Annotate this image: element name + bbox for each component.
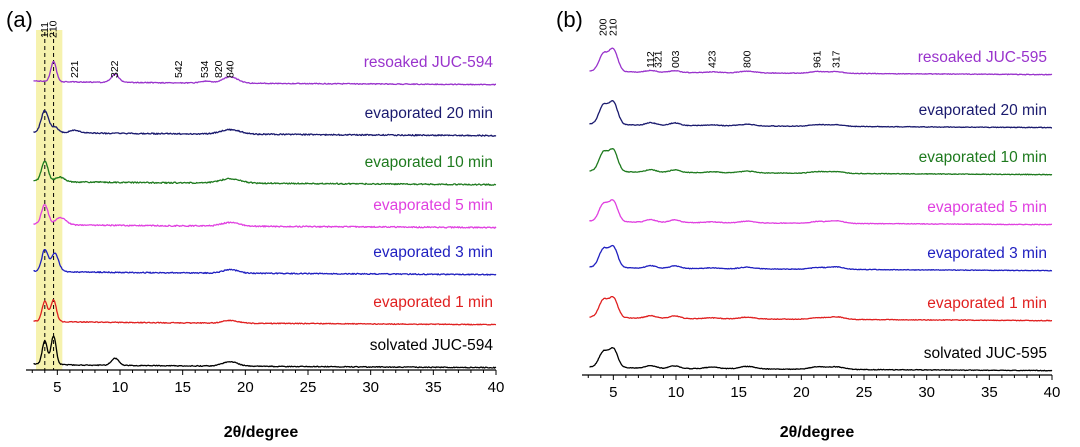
x-tick-label: 5 — [609, 384, 617, 401]
peak-label: 221 — [69, 60, 81, 78]
peak-label: 534 — [199, 60, 211, 78]
x-tick-label: 10 — [668, 384, 685, 401]
series-label: evaporated 3 min — [373, 244, 493, 261]
series-trace — [589, 295, 1053, 322]
series-trace — [589, 100, 1052, 129]
peak-label: 210 — [48, 20, 60, 38]
series-label: evaporated 20 min — [919, 102, 1047, 119]
series-trace — [33, 248, 497, 276]
x-axis-title: 2θ/degree — [224, 424, 299, 441]
peak-label: 800 — [741, 50, 753, 68]
x-tick-label: 25 — [856, 384, 873, 401]
series-label: evaporated 20 min — [365, 105, 493, 122]
peak-label: 111 — [39, 22, 51, 38]
series-label: evaporated 3 min — [927, 245, 1047, 262]
x-tick-label: 35 — [981, 384, 998, 401]
x-tick-label: 5 — [53, 379, 61, 396]
series-label: resoaked JUC-595 — [918, 49, 1047, 66]
series-label: evaporated 5 min — [927, 199, 1047, 216]
series-label: solvated JUC-594 — [370, 337, 494, 354]
peak-label: 322 — [109, 60, 121, 78]
series-label: evaporated 1 min — [927, 295, 1047, 312]
series-label: evaporated 10 min — [919, 149, 1047, 166]
peak-label: 112 — [645, 51, 657, 68]
series-trace — [33, 335, 497, 369]
x-axis-title: 2θ/degree — [780, 424, 855, 441]
x-tick-label: 15 — [174, 379, 191, 396]
series-trace — [33, 60, 496, 86]
series-label: evaporated 5 min — [373, 197, 493, 214]
x-tick-label: 10 — [112, 379, 129, 396]
peak-label: 840 — [224, 60, 236, 78]
series-trace — [589, 199, 1053, 226]
x-tick-label: 15 — [730, 384, 747, 401]
series-trace — [33, 109, 497, 137]
series-trace — [33, 204, 497, 229]
peak-label: 200 — [597, 18, 609, 36]
peak-label: 423 — [706, 50, 718, 68]
panel-label: (a) — [6, 7, 33, 32]
x-tick-label: 40 — [1044, 384, 1061, 401]
series-trace — [589, 346, 1053, 372]
peak-label: 317 — [830, 50, 842, 68]
series-label: evaporated 1 min — [373, 294, 493, 311]
peak-label: 210 — [607, 18, 619, 36]
peak-label: 820 — [213, 60, 225, 78]
series-label: evaporated 10 min — [365, 154, 493, 171]
series-trace — [33, 160, 497, 186]
x-tick-label: 40 — [488, 379, 505, 396]
peak-label: 003 — [670, 50, 682, 68]
series-trace — [33, 299, 497, 326]
series-label: solvated JUC-595 — [924, 345, 1047, 362]
x-tick-label: 30 — [918, 384, 935, 401]
peak-label: 961 — [812, 50, 824, 68]
series-trace — [589, 244, 1053, 272]
chart-panel-b: resoaked JUC-595 evaporated 20 min evapora… — [556, 7, 1060, 441]
x-tick-label: 30 — [362, 379, 379, 396]
chart-panel-a: resoaked JUC-594 evaporated 20 min evapora… — [6, 7, 504, 441]
series-label: resoaked JUC-594 — [364, 54, 494, 71]
peak-label: 321 — [652, 50, 664, 68]
x-tick-label: 20 — [793, 384, 810, 401]
x-tick-label: 20 — [237, 379, 254, 396]
series-trace — [589, 148, 1053, 176]
x-tick-label: 35 — [425, 379, 442, 396]
panel-label: (b) — [556, 7, 583, 32]
x-tick-label: 25 — [300, 379, 317, 396]
peak-label: 542 — [173, 60, 185, 78]
series-trace — [589, 47, 1053, 76]
